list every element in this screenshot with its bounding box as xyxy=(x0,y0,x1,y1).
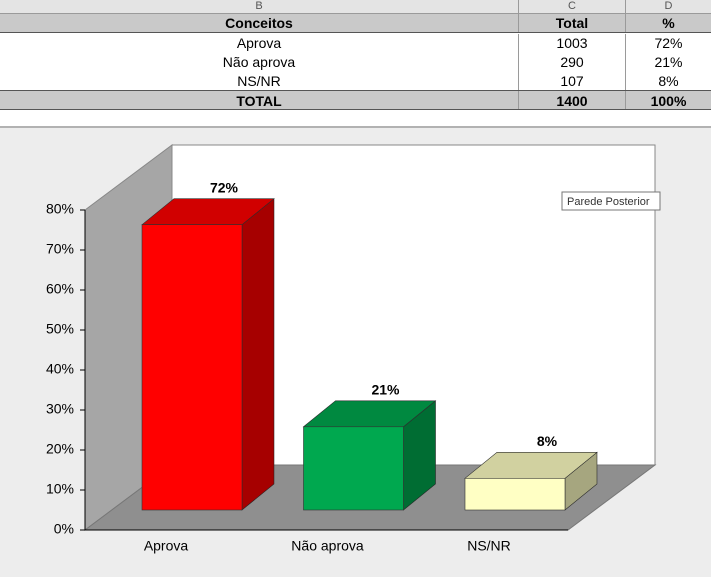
cell: 100% xyxy=(650,93,687,109)
value-label: 72% xyxy=(210,179,239,195)
cell: 107 xyxy=(519,72,626,91)
cell: Aprova xyxy=(0,34,519,53)
y-tick-label: 60% xyxy=(46,281,74,297)
column-letter: C xyxy=(519,0,626,13)
table-row: Aprova 1003 72% xyxy=(0,34,711,53)
cell: NS/NR xyxy=(0,72,519,91)
column-letters: B C D xyxy=(0,0,711,14)
x-tick-label: NS/NR xyxy=(467,538,511,554)
y-tick-label: 10% xyxy=(46,481,74,497)
bar xyxy=(464,477,566,511)
bar xyxy=(141,224,243,511)
cell: 72% xyxy=(654,35,683,51)
chart: Parede Posterior 0% 10% 20% 30% 40% 50% 60% 70%… xyxy=(0,126,711,577)
cell: 290 xyxy=(519,53,626,72)
cell: 1003 xyxy=(519,34,626,53)
y-tick-label: 40% xyxy=(46,361,74,377)
cell: TOTAL xyxy=(0,91,519,109)
y-tick-label: 0% xyxy=(54,521,74,537)
x-tick-label: Aprova xyxy=(144,538,189,554)
y-tick-label: 30% xyxy=(46,401,74,417)
header-cell: Total xyxy=(519,14,626,32)
bar-side-shade xyxy=(403,400,436,510)
cell: 8% xyxy=(658,73,679,89)
total-row: TOTAL 1400 100% xyxy=(0,90,711,110)
tooltip: Parede Posterior xyxy=(561,191,661,211)
bar-top-shade xyxy=(465,452,597,479)
cell: 21% xyxy=(654,54,683,70)
value-label: 21% xyxy=(371,381,400,397)
tooltip-box xyxy=(561,191,661,211)
bar xyxy=(303,426,404,511)
column-letter: B xyxy=(0,0,519,13)
table-row: Não aprova 290 21% xyxy=(0,53,711,72)
y-tick-label: 20% xyxy=(46,441,74,457)
header-cell: % xyxy=(662,15,675,31)
y-tick-label: 80% xyxy=(46,201,74,217)
cell: 1400 xyxy=(519,91,626,109)
bar-side-shade xyxy=(242,198,274,510)
y-tick-label: 50% xyxy=(46,321,74,337)
bar-side-shade xyxy=(565,452,597,510)
header-cell: Conceitos xyxy=(0,14,519,32)
tooltip-text: Parede Posterior xyxy=(567,196,650,208)
bar-top-shade xyxy=(303,400,436,427)
bar-top-shade xyxy=(142,198,274,225)
column-letter: D xyxy=(664,0,673,12)
value-label: 8% xyxy=(537,433,558,449)
x-tick-label: Não aprova xyxy=(291,538,364,554)
table-row: NS/NR 107 8% xyxy=(0,72,711,91)
y-tick-label: 70% xyxy=(46,241,74,257)
cell: Não aprova xyxy=(0,53,519,72)
header-row: Conceitos Total % xyxy=(0,14,711,33)
